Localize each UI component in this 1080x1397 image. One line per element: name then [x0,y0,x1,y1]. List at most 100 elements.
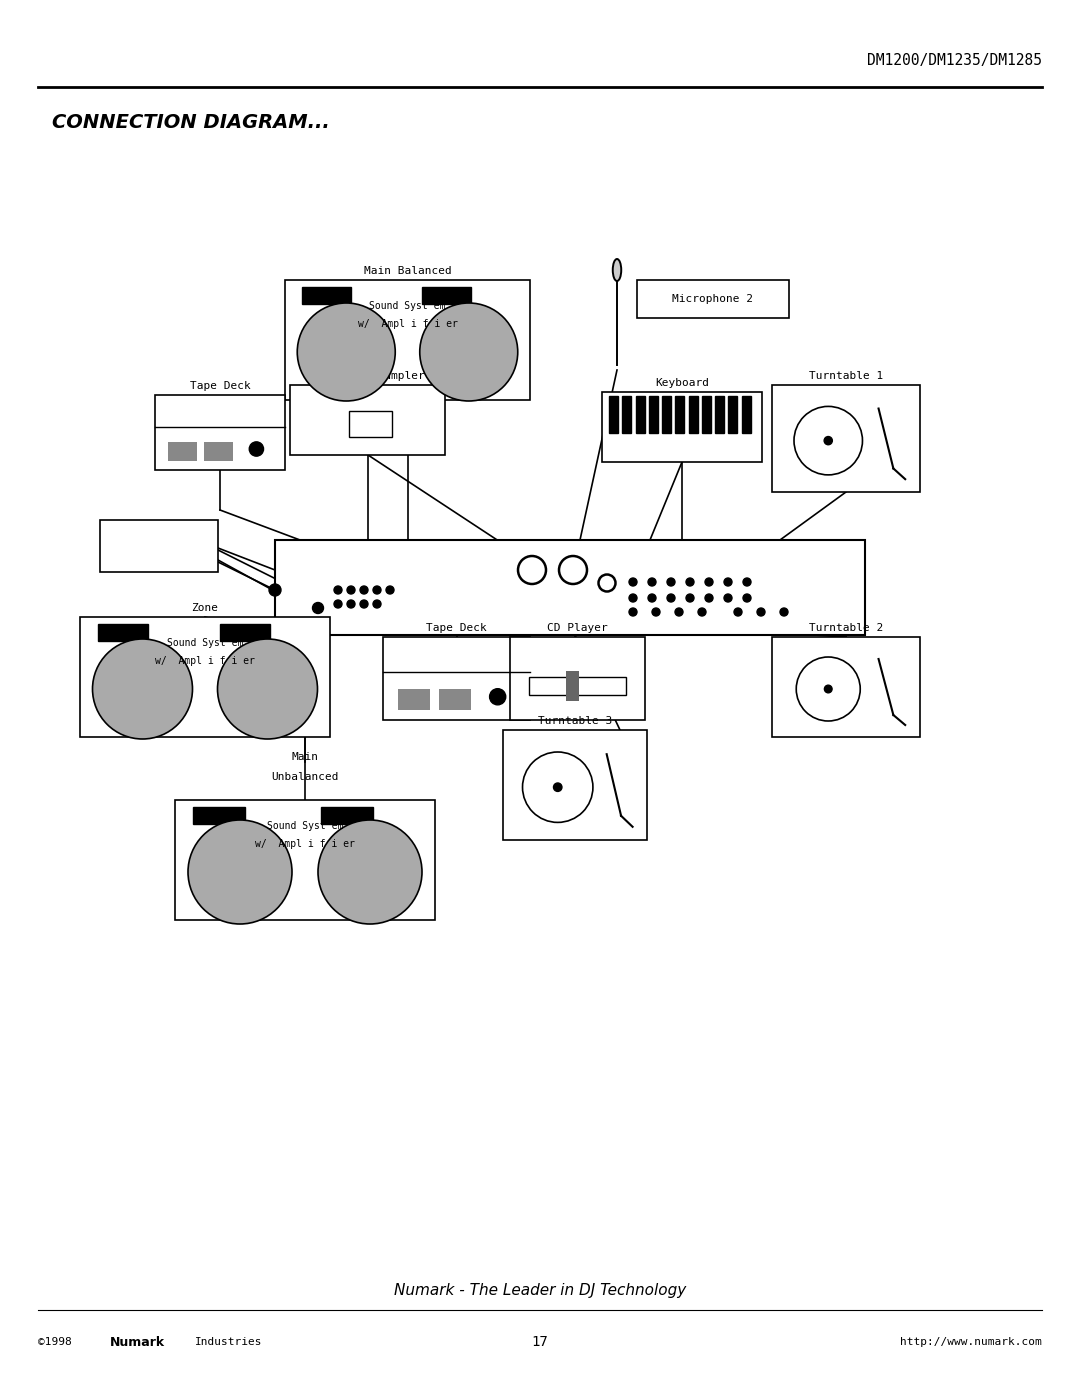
Text: Microphone 2: Microphone 2 [673,293,754,305]
Circle shape [757,608,765,616]
Bar [438,689,471,710]
Circle shape [360,599,368,608]
Bar [715,397,725,433]
Circle shape [780,608,788,616]
Circle shape [386,585,394,594]
Text: w/  Ampl i f i er: w/ Ampl i f i er [156,657,255,666]
Bar [285,279,530,400]
Bar [772,637,920,738]
Circle shape [686,578,694,585]
Circle shape [824,685,832,693]
Bar [503,731,647,840]
Bar [100,520,218,571]
Ellipse shape [612,258,621,281]
Text: Tape Deck: Tape Deck [427,623,487,633]
Bar [275,541,865,636]
Text: Sound Syst em: Sound Syst em [166,638,243,648]
Circle shape [373,599,381,608]
Circle shape [705,594,713,602]
Text: DM1200/DM1235/DM1285: DM1200/DM1235/DM1285 [867,53,1042,67]
Bar [742,397,751,433]
Bar [383,637,530,719]
Bar [302,288,351,305]
Text: ©1998: ©1998 [38,1337,79,1347]
Text: 17: 17 [531,1336,549,1350]
Bar [635,397,645,433]
Bar [80,617,330,738]
Text: CONNECTION DIAGRAM...: CONNECTION DIAGRAM... [52,113,329,131]
Circle shape [420,303,517,401]
Text: Industries: Industries [195,1337,262,1347]
Circle shape [734,608,742,616]
Text: w/  Ampl i f i er: w/ Ampl i f i er [255,840,355,849]
Bar [193,807,245,824]
Circle shape [743,578,751,585]
Circle shape [675,608,683,616]
Bar [689,397,698,433]
Text: Turntable 2: Turntable 2 [809,623,883,633]
Bar [321,807,373,824]
Circle shape [648,594,656,602]
Circle shape [796,657,861,721]
Text: Main Balanced: Main Balanced [364,265,451,277]
Circle shape [743,594,751,602]
Text: AC: AC [108,520,121,529]
Circle shape [347,599,355,608]
Text: Tape Deck: Tape Deck [190,381,251,391]
Circle shape [188,820,292,923]
Text: Turntable 3: Turntable 3 [538,717,612,726]
Text: http://www.numark.com: http://www.numark.com [901,1337,1042,1347]
Circle shape [598,574,616,591]
Circle shape [629,578,637,585]
Bar [204,443,233,461]
Text: Zone: Zone [191,604,218,613]
Text: Numark - The Leader in DJ Technology: Numark - The Leader in DJ Technology [394,1282,686,1298]
Bar [566,672,580,700]
Circle shape [373,585,381,594]
Bar [168,443,197,461]
Circle shape [553,782,562,792]
Circle shape [648,578,656,585]
Bar [510,637,645,719]
Bar [637,279,789,319]
Circle shape [489,689,505,705]
Text: w/  Ampl i f i er: w/ Ampl i f i er [357,320,458,330]
Circle shape [93,638,192,739]
Circle shape [629,594,637,602]
Bar [622,397,632,433]
Bar [529,676,626,696]
Bar [728,397,738,433]
Circle shape [334,585,342,594]
Text: Out let: Out let [108,542,156,552]
Text: Sound Syst em: Sound Syst em [369,302,446,312]
Text: Main: Main [292,752,319,761]
Bar [649,397,658,433]
Bar [772,386,920,492]
Circle shape [724,594,732,602]
Text: CD Player: CD Player [548,623,608,633]
Circle shape [249,441,264,457]
Bar [220,624,270,641]
Bar [602,393,762,462]
Circle shape [217,638,318,739]
Circle shape [312,602,324,613]
Bar [662,397,671,433]
Circle shape [559,556,588,584]
Circle shape [667,578,675,585]
Circle shape [518,556,546,584]
Text: Digi tal  Sampler: Digi tal Sampler [310,372,424,381]
Circle shape [269,584,281,597]
Bar [397,689,430,710]
Circle shape [686,594,694,602]
Circle shape [698,608,706,616]
Circle shape [347,585,355,594]
Text: Numark: Numark [110,1336,165,1348]
Circle shape [705,578,713,585]
Circle shape [297,303,395,401]
Bar [97,624,148,641]
Circle shape [667,594,675,602]
Circle shape [724,578,732,585]
Bar [349,411,392,437]
Bar [675,397,685,433]
Circle shape [334,599,342,608]
